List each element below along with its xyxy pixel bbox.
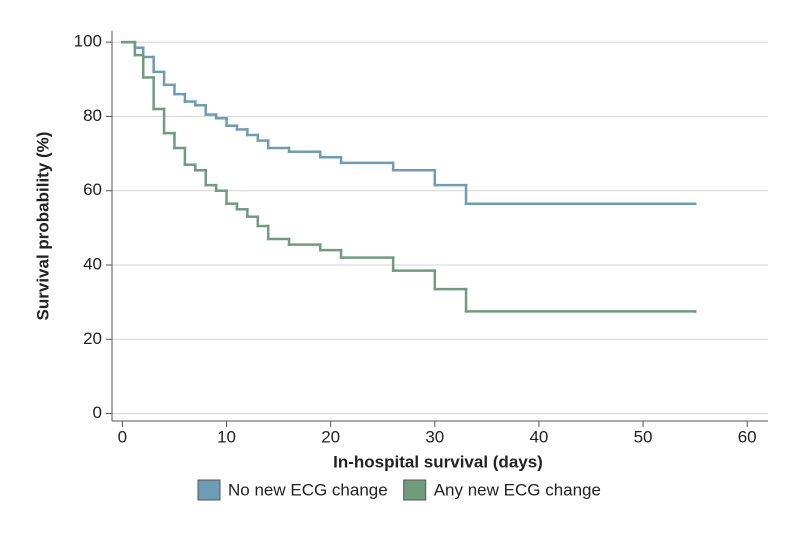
y-axis-label: Survival probability (%) [33, 132, 52, 321]
y-tick-label: 20 [83, 329, 102, 348]
x-tick-label: 30 [425, 427, 444, 446]
x-tick-label: 50 [634, 427, 653, 446]
x-axis-label: In-hospital survival (days) [333, 452, 543, 471]
x-tick-label: 0 [118, 427, 127, 446]
legend-label: Any new ECG change [434, 480, 601, 499]
legend-swatch [403, 479, 427, 501]
x-tick-label: 40 [529, 427, 548, 446]
x-tick-label: 10 [217, 427, 236, 446]
y-tick-label: 60 [83, 180, 102, 199]
y-tick-label: 80 [83, 106, 102, 125]
legend-swatch [197, 479, 221, 501]
y-tick-label: 100 [74, 32, 102, 51]
y-tick-label: 0 [93, 403, 102, 422]
y-tick-label: 40 [83, 254, 102, 273]
x-tick-label: 20 [321, 427, 340, 446]
legend-label: No new ECG change [228, 480, 388, 499]
x-tick-label: 60 [738, 427, 757, 446]
